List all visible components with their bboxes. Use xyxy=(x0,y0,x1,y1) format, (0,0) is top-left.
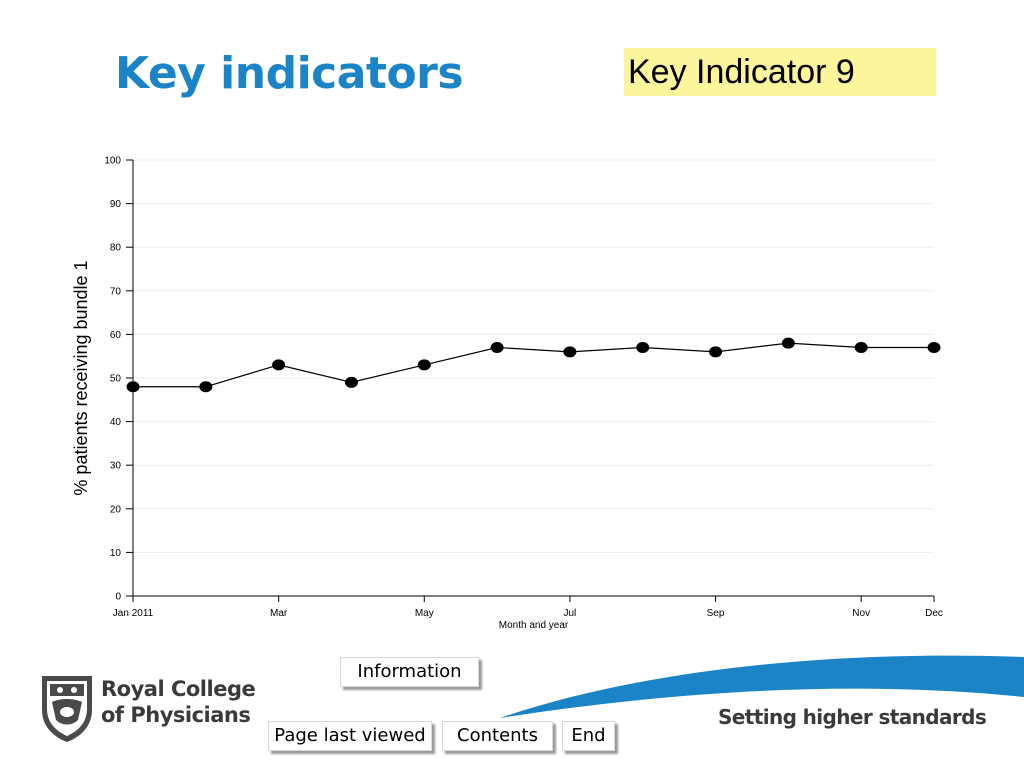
page-title: Key indicators xyxy=(115,48,464,99)
org-name-line2: of Physicians xyxy=(101,703,251,727)
org-name-line1: Royal College xyxy=(101,677,256,701)
x-tick-label: Nov xyxy=(852,608,870,619)
y-axis-label: % patients receiving bundle 1 xyxy=(71,260,91,495)
y-tick-label: 10 xyxy=(110,548,122,559)
x-tick-label: Dec xyxy=(925,608,943,619)
x-tick-label: Sep xyxy=(707,608,725,619)
data-point xyxy=(636,341,650,353)
data-point xyxy=(854,341,868,353)
tagline: Setting higher standards xyxy=(718,705,987,729)
data-point xyxy=(272,359,286,371)
x-tick-label: Mar xyxy=(270,608,288,619)
data-point xyxy=(709,346,723,358)
indicator-badge: Key Indicator 9 xyxy=(624,48,936,96)
y-tick-label: 80 xyxy=(110,243,122,254)
page-last-viewed-button[interactable]: Page last viewed xyxy=(268,721,432,751)
y-tick-label: 30 xyxy=(110,461,122,472)
x-tick-label: Jul xyxy=(564,608,577,619)
end-button[interactable]: End xyxy=(562,721,615,751)
data-point xyxy=(490,341,504,353)
information-button[interactable]: Information xyxy=(340,657,479,687)
x-tick-label: May xyxy=(415,608,434,619)
y-tick-label: 40 xyxy=(110,417,122,428)
y-tick-label: 70 xyxy=(110,286,122,297)
y-tick-label: 0 xyxy=(115,592,121,603)
data-point xyxy=(199,381,213,393)
x-tick-label: Jan 2011 xyxy=(113,608,154,619)
data-point xyxy=(927,341,941,353)
y-tick-label: 20 xyxy=(110,504,122,515)
x-axis-label: Month and year xyxy=(499,620,569,631)
contents-button[interactable]: Contents xyxy=(442,721,553,751)
y-tick-label: 100 xyxy=(104,156,121,167)
series-line xyxy=(133,342,934,388)
y-tick-label: 50 xyxy=(110,374,122,385)
data-point xyxy=(344,376,358,388)
data-point xyxy=(563,346,577,358)
rcp-crest-icon xyxy=(42,676,92,742)
y-tick-label: 60 xyxy=(110,330,122,341)
data-point xyxy=(126,381,140,393)
y-tick-label: 90 xyxy=(110,199,122,210)
data-point xyxy=(417,359,431,371)
line-chart: 0 10 20 30 40 50 60 70 80 90 100 Jan 2011 Mar May Jul S… xyxy=(71,156,943,632)
data-point xyxy=(781,337,795,349)
org-name: Royal College of Physicians xyxy=(101,676,256,728)
